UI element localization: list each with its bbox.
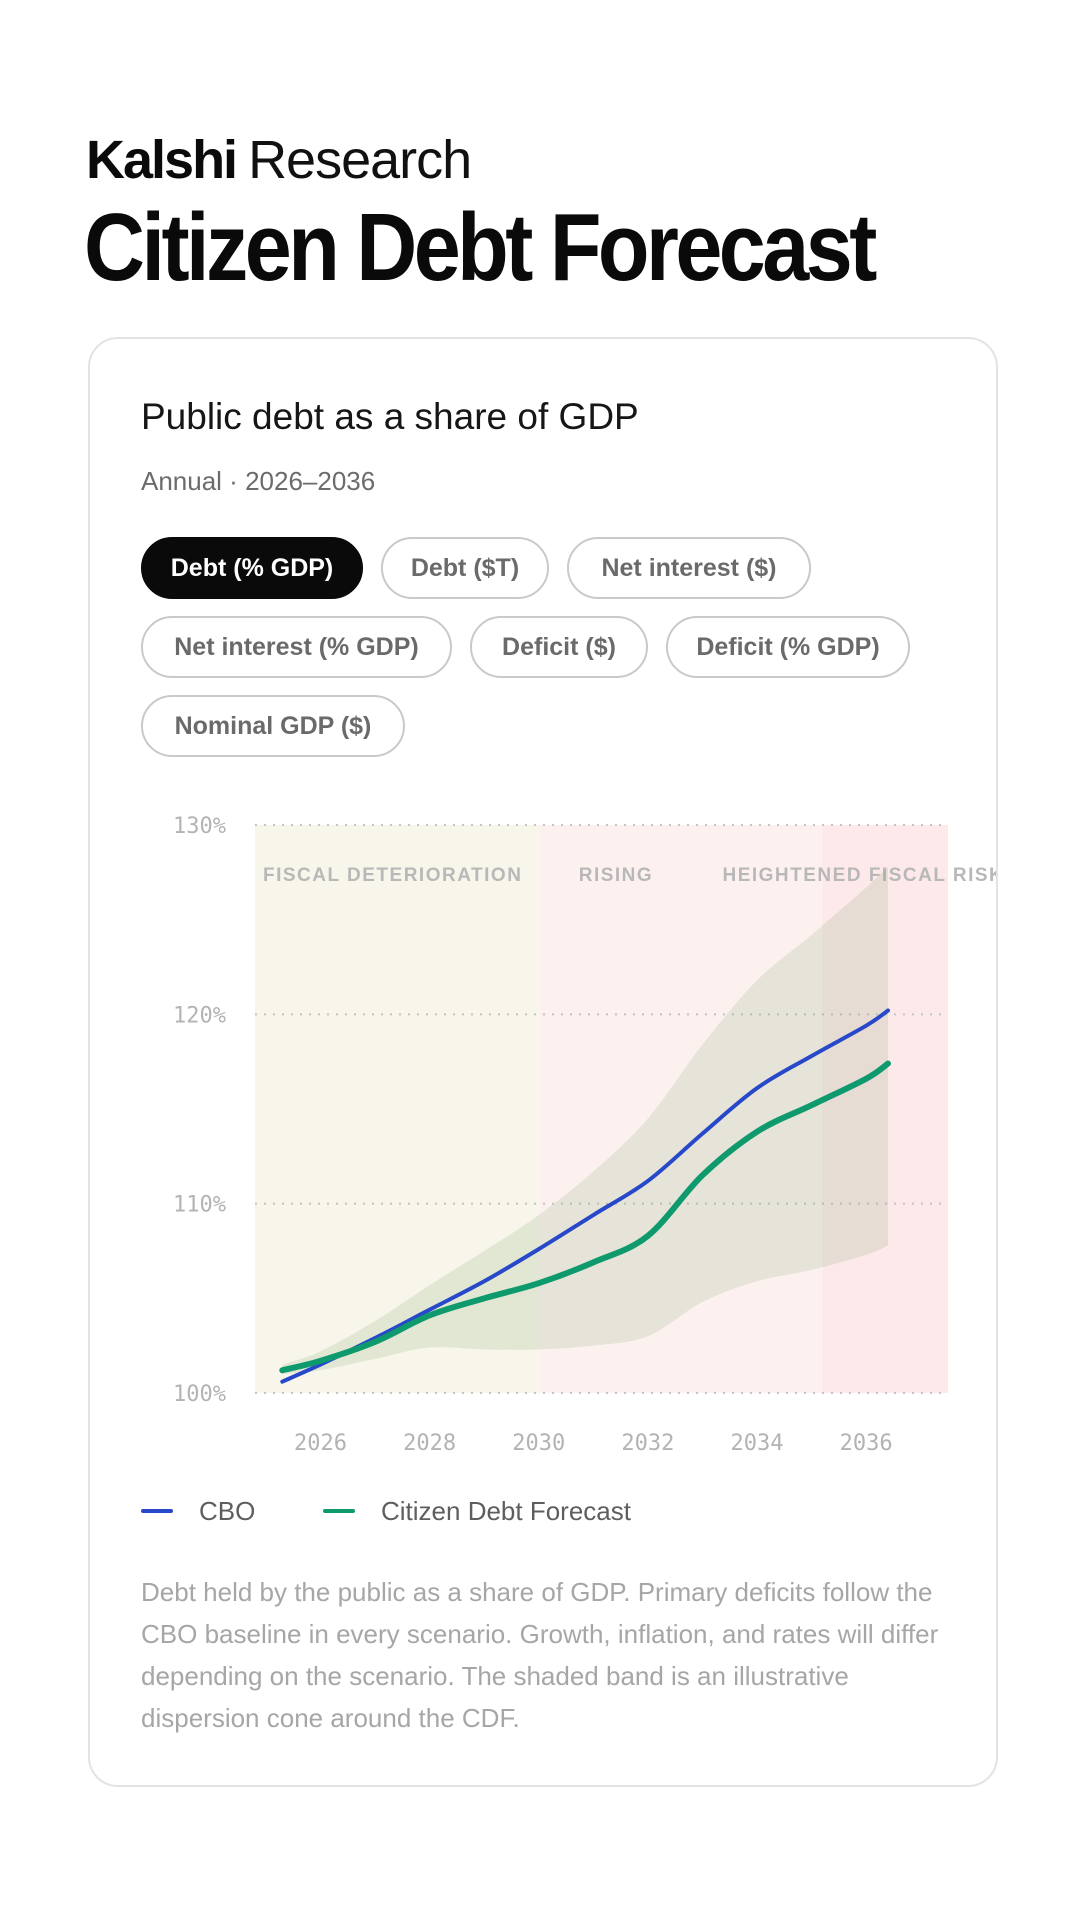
- chart-title: Public debt as a share of GDP: [141, 396, 639, 437]
- debt-chart: FISCAL DETERIORATION RISING HEIGHTENED FIS…: [173, 814, 996, 1456]
- zone-band-1: [538, 825, 823, 1393]
- y-tick-label: 110%: [173, 1193, 226, 1218]
- y-tick-label: 100%: [173, 1382, 226, 1407]
- brand: Kalshi Research: [86, 128, 472, 192]
- zone-label-2: HEIGHTENED FISCAL RISK: [722, 865, 996, 886]
- brand-subtitle: Research: [248, 130, 472, 190]
- brand-logo: Kalshi: [86, 130, 238, 190]
- zone-label-0: FISCAL DETERIORATION: [263, 865, 522, 886]
- x-tick-label: 2028: [403, 1431, 456, 1456]
- cdf-line: [279, 1060, 891, 1374]
- chart-footnote: Debt held by the public as a share of GD…: [141, 1577, 939, 1733]
- dispersion-band: [282, 866, 888, 1375]
- tab-debt-trillions[interactable]: Debt ($T): [381, 537, 549, 599]
- legend-swatch-cdf: [323, 1509, 355, 1513]
- cbo-line: [280, 1008, 890, 1384]
- legend-swatch-cbo: [141, 1509, 173, 1513]
- tab-nominal-gdp[interactable]: Nominal GDP ($): [141, 695, 405, 757]
- x-tick-label: 2030: [512, 1431, 565, 1456]
- chart-subtitle: Annual · 2026–2036: [141, 466, 376, 496]
- tab-deficit-dollars[interactable]: Deficit ($): [470, 616, 648, 678]
- tab-net-interest-dollars[interactable]: Net interest ($): [567, 537, 811, 599]
- legend-item-cdf: Citizen Debt Forecast: [323, 1491, 631, 1531]
- page-title: Citizen Debt Forecast: [84, 194, 877, 301]
- tab-net-interest-pct-gdp[interactable]: Net interest (% GDP): [141, 616, 452, 678]
- x-tick-label: 2032: [621, 1431, 674, 1456]
- y-tick-label: 130%: [173, 814, 226, 839]
- chart-card: Public debt as a share of GDP Annual · 2…: [88, 337, 998, 1787]
- y-tick-label: 120%: [173, 1003, 226, 1028]
- x-tick-label: 2034: [731, 1431, 784, 1456]
- x-tick-label: 2036: [840, 1431, 893, 1456]
- zone-band-2: [822, 825, 948, 1393]
- x-tick-label: 2026: [294, 1431, 347, 1456]
- tab-debt-pct-gdp[interactable]: Debt (% GDP): [141, 537, 363, 599]
- legend-item-cbo: CBO: [141, 1491, 255, 1531]
- zone-label-1: RISING: [579, 865, 653, 886]
- tab-deficit-pct-gdp[interactable]: Deficit (% GDP): [666, 616, 910, 678]
- legend-label-cdf: Citizen Debt Forecast: [381, 1496, 631, 1526]
- legend-label-cbo: CBO: [199, 1496, 256, 1526]
